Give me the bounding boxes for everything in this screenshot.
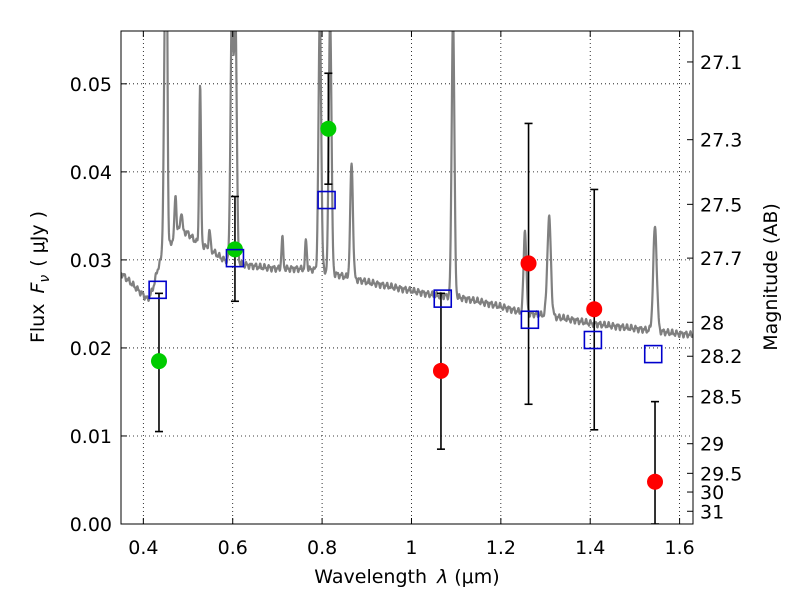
y2-tick-label: 29	[700, 434, 724, 456]
model-spectrum	[121, 31, 693, 339]
y-tick-label: 0.02	[70, 338, 112, 360]
x-tick-label: 1.6	[664, 537, 694, 559]
model-photometry-square	[520, 310, 540, 330]
y2-tick-label: 27.3	[700, 130, 742, 152]
data-points	[150, 120, 664, 490]
y2-tick-label: 27.5	[700, 194, 742, 216]
y2-tick-label: 27.7	[700, 248, 742, 270]
x-tick-label: 0.6	[218, 537, 248, 559]
x-axis-title: Wavelength λ (μm)	[314, 566, 499, 588]
y2-tick-label: 29.5	[700, 463, 742, 485]
model-photometry-square	[148, 280, 167, 300]
x-tick-label: 0.4	[128, 537, 158, 559]
model-photometry-square	[643, 344, 663, 364]
y2-tick-label: 28.2	[700, 346, 742, 368]
y2-tick-label: 28.5	[700, 387, 742, 409]
y-tick-label: 0.03	[70, 250, 112, 272]
red-data-point	[647, 473, 664, 490]
y-tick-label: 0.04	[70, 162, 112, 184]
y2-tick-label: 28	[700, 312, 724, 334]
red-data-point	[432, 362, 449, 379]
model-photometry-square	[317, 190, 336, 210]
y2-tick-label: 30	[700, 482, 724, 504]
model-photometry-square	[433, 289, 453, 308]
y-tick-label: 0.01	[70, 426, 112, 448]
y-tick-label: 0.05	[70, 74, 112, 96]
model-photometry-square	[583, 330, 603, 350]
green-data-point	[320, 120, 337, 137]
green-data-point	[150, 353, 167, 370]
plot-frame	[120, 30, 694, 525]
axis-ticks: 0.4 0.6 0.8 1 1.2 1.4 1.6 0.00 0.01 0.02 0.03 0.04 0…	[70, 31, 742, 559]
spectrum-line	[121, 31, 693, 339]
y2-tick-label: 27.1	[700, 52, 742, 74]
red-data-point	[586, 301, 603, 318]
red-data-point	[520, 255, 537, 272]
model-photometry-squares	[148, 190, 663, 364]
y2-axis-title: Magnitude (AB)	[760, 203, 782, 351]
x-tick-label: 1.4	[575, 537, 605, 559]
x-tick-label: 1.2	[486, 537, 516, 559]
model-photometry-square	[225, 248, 245, 268]
x-tick-label: 1	[405, 537, 417, 559]
y2-tick-label: 31	[700, 501, 724, 523]
x-tick-label: 0.8	[307, 537, 337, 559]
y-tick-label: 0.00	[70, 514, 112, 536]
y-axis-title: FluxFν( μJy )	[27, 211, 53, 343]
